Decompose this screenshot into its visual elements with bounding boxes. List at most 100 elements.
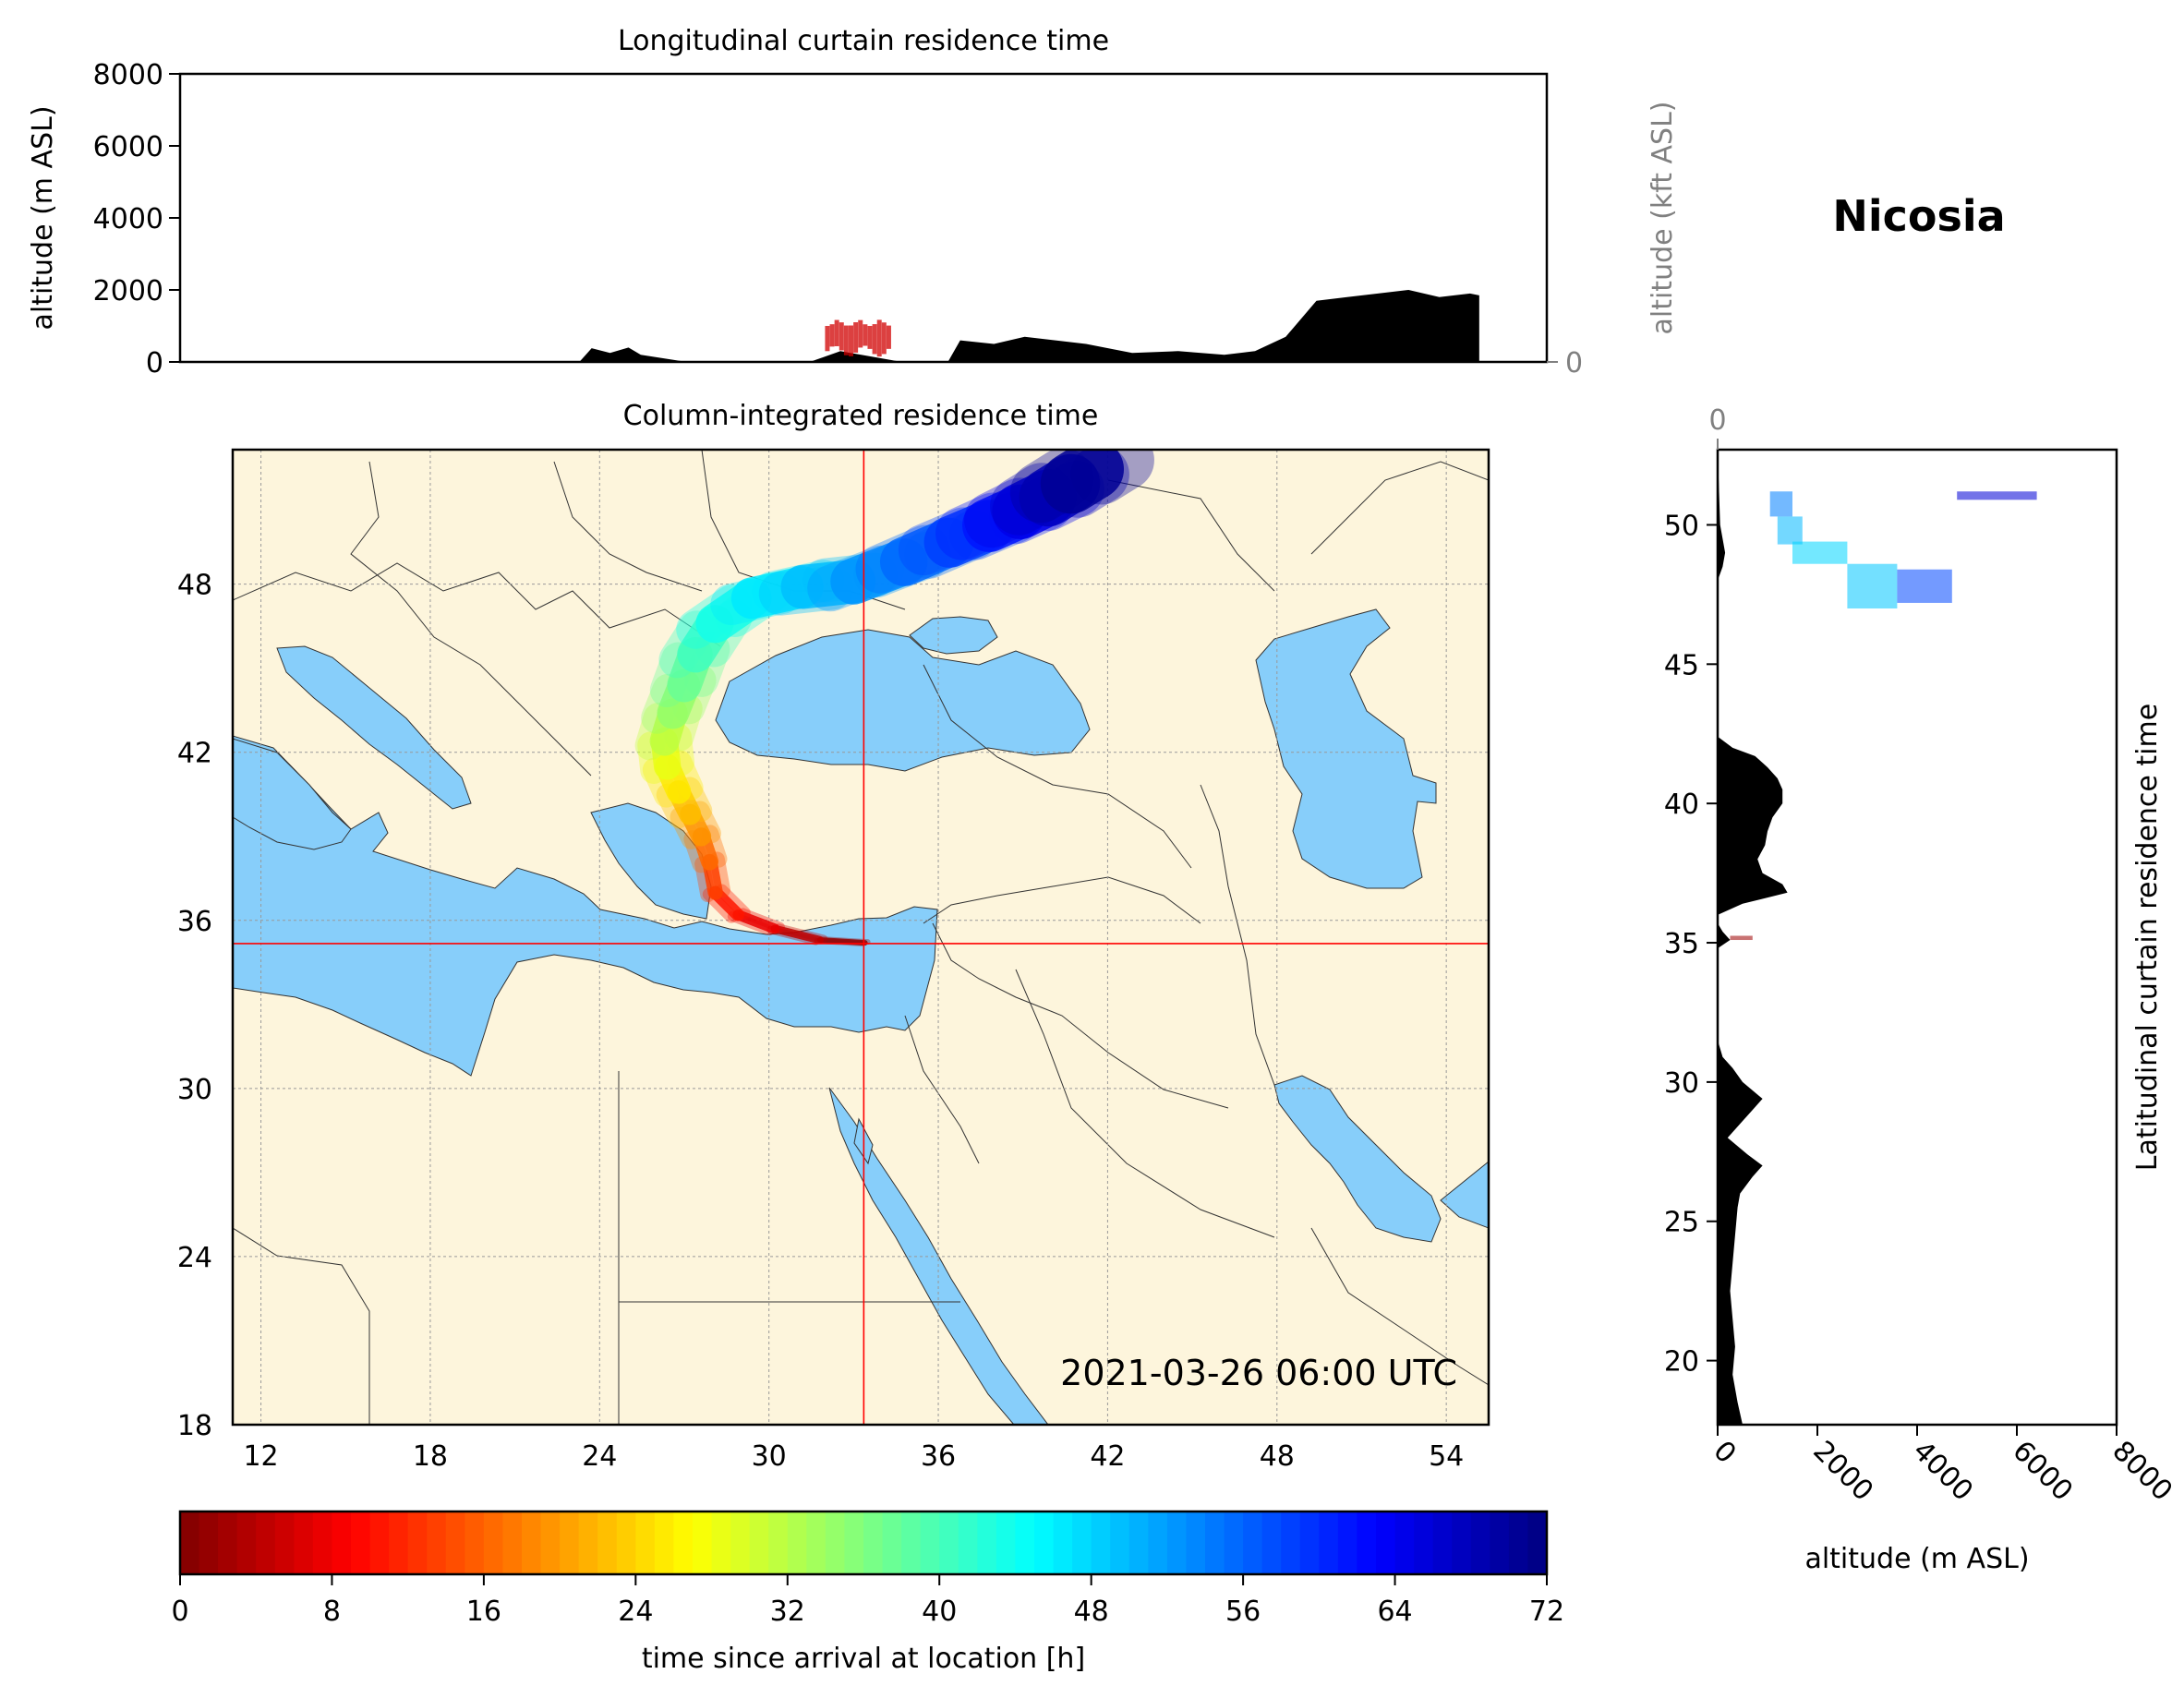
- colorbar-segment: [1128, 1511, 1149, 1574]
- latitudinal-ytick-label: 40: [1664, 789, 1699, 821]
- latitudinal-residence-block: [1897, 569, 1952, 603]
- map-xtick-label: 42: [1090, 1440, 1125, 1473]
- longitudinal-y-ticks: 0 2000 4000 6000 8000: [93, 59, 180, 379]
- longitudinal-ytick-label: 2000: [93, 275, 163, 307]
- latitudinal-ytick-label: 30: [1664, 1067, 1699, 1100]
- map-xtick-label: 12: [243, 1440, 278, 1473]
- colorbar-segment: [1508, 1511, 1529, 1574]
- map-trajectory: [634, 450, 1154, 946]
- colorbar-segment: [597, 1511, 618, 1574]
- timestamp: 2021-03-26 06:00 UTC: [1060, 1353, 1457, 1393]
- trajectory-segment: [816, 937, 868, 946]
- latitudinal-x-ticks: 0 2000 4000 6000 8000: [1707, 1425, 2178, 1508]
- colorbar-segment: [693, 1511, 713, 1574]
- map-ytick-label: 18: [177, 1410, 212, 1442]
- colorbar-segment: [522, 1511, 542, 1574]
- latitudinal-xtick-label: 2000: [1806, 1435, 1879, 1508]
- longitudinal-ylabel: altitude (m ASL): [27, 105, 59, 330]
- colorbar-tick-label: 56: [1225, 1596, 1261, 1628]
- latitudinal-y-ticks: 20 25 30 35 40 45 50: [1664, 510, 1718, 1379]
- colorbar-segment: [369, 1511, 390, 1574]
- colorbar-segment: [787, 1511, 807, 1574]
- longitudinal-curtain-title: Longitudinal curtain residence time: [618, 25, 1109, 57]
- colorbar-label: time since arrival at location [h]: [642, 1643, 1085, 1675]
- colorbar-segment: [1224, 1511, 1244, 1574]
- colorbar-segment: [236, 1511, 257, 1574]
- trajectory-segment: [667, 750, 704, 801]
- caspian-sea: [1255, 608, 1437, 889]
- longitudinal-ytick-label: 0: [146, 347, 163, 379]
- colorbar-segment: [1470, 1511, 1490, 1574]
- colorbar-segment: [1299, 1511, 1320, 1574]
- colorbar-tick-label: 72: [1529, 1596, 1564, 1628]
- longitudinal-ytick-label: 6000: [93, 131, 163, 163]
- colorbar-segment: [1490, 1511, 1510, 1574]
- sea-of-azov: [909, 616, 998, 655]
- trajectory-segment: [819, 936, 871, 945]
- longitudinal-residence: [825, 319, 891, 357]
- colorbar-segment: [1091, 1511, 1111, 1574]
- latitudinal-terrain: [1718, 450, 1788, 1425]
- map-xtick-label: 18: [413, 1440, 448, 1473]
- colorbar-segment: [882, 1511, 902, 1574]
- longitudinal-residence-bar: [834, 319, 839, 346]
- colorbar-ticks: 0 8 16 24 32 40 48 56 64 72: [171, 1574, 1564, 1628]
- map-borders: [233, 450, 1489, 1425]
- colorbar-segment: [1186, 1511, 1206, 1574]
- colorbar-segment: [673, 1511, 694, 1574]
- map-x-ticks: 12 18 24 30 36 42 48 54: [243, 1440, 1464, 1473]
- colorbar-tick-label: 8: [323, 1596, 341, 1628]
- tyrrhenian-sea: [233, 738, 352, 850]
- longitudinal-residence-bar: [849, 325, 854, 356]
- longitudinal-residence-bar: [853, 322, 859, 353]
- colorbar-segment: [1452, 1511, 1472, 1574]
- trajectory-segment: [715, 884, 751, 920]
- longitudinal-residence-bar: [872, 324, 877, 355]
- colorbar-segment: [825, 1511, 846, 1574]
- map-title: Column-integrated residence time: [623, 400, 1099, 432]
- latitudinal-ytick-label: 45: [1664, 649, 1699, 681]
- colorbar-segment: [1053, 1511, 1073, 1574]
- colorbar-segment: [1527, 1511, 1548, 1574]
- trajectory-segment: [709, 851, 731, 898]
- map-ytick-label: 30: [177, 1074, 212, 1106]
- longitudinal-residence-bar: [839, 322, 844, 351]
- longitudinal-ytick-label: 4000: [93, 203, 163, 235]
- colorbar-segment: [180, 1511, 200, 1574]
- colorbar-segment: [332, 1511, 352, 1574]
- trajectory-segment: [1070, 450, 1154, 505]
- latitudinal-xtick-label: 0: [1707, 1435, 1742, 1470]
- colorbar-segment: [1376, 1511, 1396, 1574]
- longitudinal-residence-bar: [886, 325, 891, 349]
- map-ytick-label: 42: [177, 738, 212, 770]
- colorbar-segment: [844, 1511, 864, 1574]
- longitudinal-residence-bar: [881, 322, 887, 355]
- map-ytick-label: 36: [177, 906, 212, 938]
- longitudinal-residence-bar: [843, 325, 849, 355]
- latitudinal-ytick-label: 20: [1664, 1346, 1699, 1379]
- trajectory-segment: [770, 924, 824, 945]
- colorbar-tick-label: 32: [770, 1596, 805, 1628]
- colorbar-tick-label: 24: [618, 1596, 653, 1628]
- map-xtick-label: 48: [1260, 1440, 1295, 1473]
- colorbar-segment: [635, 1511, 656, 1574]
- colorbar-segment: [995, 1511, 1017, 1574]
- map-y-ticks: 18 24 30 36 42 48: [177, 570, 212, 1442]
- colorbar-segment: [1166, 1511, 1188, 1574]
- colorbar-segment: [901, 1511, 922, 1574]
- colorbar-segment: [863, 1511, 884, 1574]
- colorbar-segment: [465, 1511, 485, 1574]
- colorbar-segment: [294, 1511, 314, 1574]
- longitudinal-terrain-area: [180, 290, 1479, 362]
- colorbar-segment: [540, 1511, 561, 1574]
- longitudinal-residence-bar: [858, 319, 863, 348]
- map-sea-layer: [233, 608, 1489, 1425]
- colorbar-segment: [768, 1511, 789, 1574]
- colorbar-segment: [616, 1511, 636, 1574]
- latitudinal-residence-block: [1769, 491, 1792, 517]
- latitudinal-residence-block: [1730, 935, 1753, 941]
- colorbar-segment: [351, 1511, 371, 1574]
- latitudinal-x-ticks-top: 050100: [1708, 404, 1727, 450]
- colorbar-segment: [1319, 1511, 1339, 1574]
